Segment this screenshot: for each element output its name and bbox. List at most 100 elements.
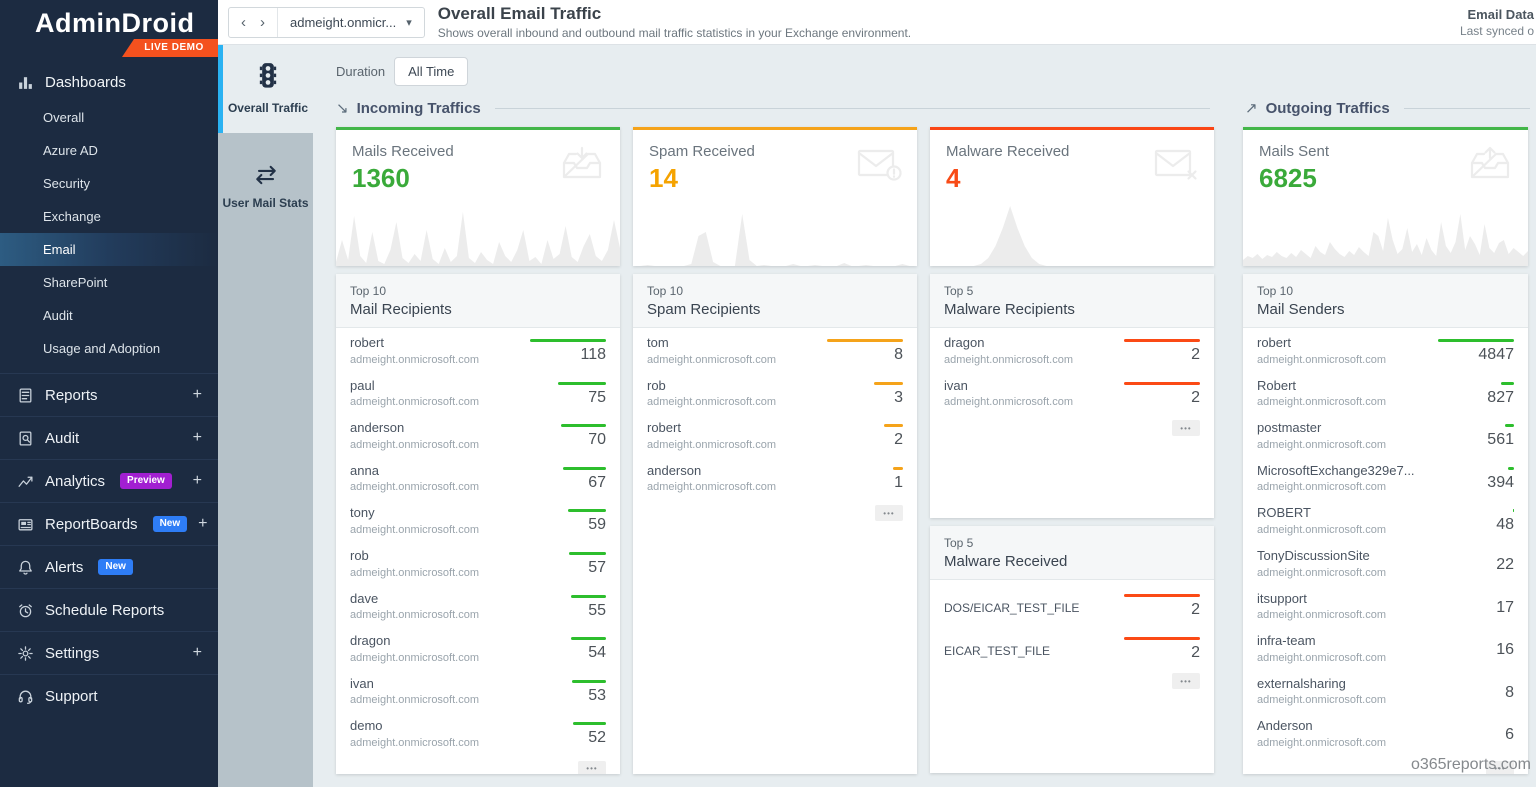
list-item[interactable]: postmaster admeight.onmicrosoft.com 561 [1243, 413, 1528, 456]
list-item-value: 53 [588, 686, 606, 704]
list-item[interactable]: itsupport admeight.onmicrosoft.com 17 [1243, 584, 1528, 627]
stat-card-mails-received[interactable]: Mails Received 1360 [336, 127, 620, 266]
list-item-name: demo [350, 718, 383, 734]
audit-icon [16, 429, 34, 447]
list-item[interactable]: ROBERT admeight.onmicrosoft.com 48 [1243, 498, 1528, 541]
sidebar-item-email[interactable]: Email [0, 233, 218, 266]
forward-button[interactable]: › [260, 13, 265, 31]
list-item[interactable]: externalsharing admeight.onmicrosoft.com… [1243, 669, 1528, 712]
list-item[interactable]: demo admeight.onmicrosoft.com 52 [336, 711, 620, 754]
expand-plus-icon: + [192, 472, 202, 489]
sidebar-item-audit[interactable]: Audit + [0, 416, 218, 459]
list-title: Malware Recipients [944, 301, 1075, 318]
outgoing-traffics-header: ↗ Outgoing Traffics [1245, 99, 1530, 117]
sidebar-item-azure-ad[interactable]: Azure AD [43, 143, 98, 158]
list-item[interactable]: dragon admeight.onmicrosoft.com 54 [336, 626, 620, 669]
list-item[interactable]: robert admeight.onmicrosoft.com 2 [633, 413, 917, 456]
more-button[interactable]: ••• [875, 505, 903, 522]
stat-card-malware-received[interactable]: Malware Received 4 [930, 127, 1214, 266]
list-item[interactable]: robert admeight.onmicrosoft.com 4847 [1243, 328, 1528, 371]
traffic-sparkline [1243, 214, 1528, 266]
sidebar-item-label: Settings [45, 644, 100, 662]
sidebar-item-analytics[interactable]: Analytics Preview + [0, 459, 218, 502]
list-item-domain: admeight.onmicrosoft.com [1257, 396, 1386, 409]
list-item[interactable]: dragon admeight.onmicrosoft.com 2 [930, 328, 1214, 371]
sidebar-item-schedule-reports[interactable]: Schedule Reports [0, 588, 218, 631]
stat-card-title: Mails Sent [1259, 143, 1330, 160]
tab-overall-traffic[interactable]: Overall Traffic [218, 45, 313, 133]
live-demo-badge: LIVE DEMO [122, 39, 218, 57]
list-item[interactable]: anderson admeight.onmicrosoft.com 1 [633, 456, 917, 499]
sidebar-item-reportboards[interactable]: ReportBoards New + [0, 502, 218, 545]
sidebar-item-alerts[interactable]: Alerts New [0, 545, 218, 588]
value-bar [1124, 637, 1200, 640]
swap-arrows-icon [252, 165, 280, 189]
list-item-domain: admeight.onmicrosoft.com [647, 353, 776, 366]
list-top-label: Top 5 [944, 284, 974, 298]
list-item[interactable]: Robert admeight.onmicrosoft.com 827 [1243, 371, 1528, 414]
list-item-value: 4847 [1478, 346, 1514, 363]
list-item[interactable]: anderson admeight.onmicrosoft.com 70 [336, 413, 620, 456]
list-item-name: infra-team [1257, 633, 1316, 649]
list-item-name: dragon [350, 633, 391, 649]
divider [494, 107, 1210, 109]
list-item[interactable]: MicrosoftExchange329e7... admeight.onmic… [1243, 456, 1528, 499]
list-item[interactable]: EICAR_TEST_FILE 2 [930, 623, 1214, 666]
duration-filter-button[interactable]: All Time [394, 57, 469, 86]
list-item-domain: admeight.onmicrosoft.com [944, 396, 1073, 409]
list-item[interactable]: rob admeight.onmicrosoft.com 57 [336, 541, 620, 584]
sidebar-item-reports[interactable]: Reports + [0, 373, 218, 416]
sidebar-item-security[interactable]: Security [43, 176, 90, 191]
list-item[interactable]: DOS/EICAR_TEST_FILE 2 [930, 580, 1214, 623]
sidebar-item-exchange[interactable]: Exchange [43, 209, 101, 224]
value-bar [884, 424, 903, 428]
list-item[interactable]: TonyDiscussionSite admeight.onmicrosoft.… [1243, 541, 1528, 584]
list-item-name: ivan [350, 675, 374, 691]
list-item[interactable]: tony admeight.onmicrosoft.com 59 [336, 498, 620, 541]
value-bar [568, 509, 606, 513]
main-area: ‹ › admeight.onmicr... ▾ Overall Email T… [218, 0, 1536, 787]
list-item-value: 1 [894, 473, 903, 491]
duration-label: Duration [336, 64, 386, 79]
more-button[interactable]: ••• [1172, 673, 1200, 689]
list-item-domain: admeight.onmicrosoft.com [350, 736, 479, 749]
workspace-picker[interactable]: ‹ › admeight.onmicr... ▾ [228, 6, 425, 38]
more-button[interactable]: ••• [1486, 760, 1514, 774]
list-item-domain: admeight.onmicrosoft.com [350, 523, 479, 536]
list-item[interactable]: dave admeight.onmicrosoft.com 55 [336, 584, 620, 627]
list-item-name: externalsharing [1257, 675, 1346, 691]
stat-card-mails-sent[interactable]: Mails Sent 6825 [1243, 127, 1528, 266]
sidebar-item-overall[interactable]: Overall [43, 110, 85, 125]
list-item-value: 6 [1505, 726, 1514, 744]
list-item-name: TonyDiscussionSite [1257, 547, 1370, 563]
list-item-domain: admeight.onmicrosoft.com [1257, 438, 1386, 451]
sidebar-item-settings[interactable]: Settings + [0, 631, 218, 674]
sidebar-item-sharepoint[interactable]: SharePoint [43, 275, 108, 290]
back-button[interactable]: ‹ [241, 13, 246, 31]
last-synced-text: Last synced o [1459, 23, 1534, 38]
list-item[interactable]: infra-team admeight.onmicrosoft.com 16 [1243, 626, 1528, 669]
expand-plus-icon: + [192, 644, 202, 661]
list-item[interactable]: paul admeight.onmicrosoft.com 75 [336, 371, 620, 414]
more-button[interactable]: ••• [1172, 420, 1200, 437]
list-item[interactable]: Anderson admeight.onmicrosoft.com 6 [1243, 711, 1528, 754]
list-item[interactable]: ivan admeight.onmicrosoft.com 2 [930, 371, 1214, 414]
tab-user-mail-stats[interactable]: User Mail Stats [218, 133, 313, 243]
list-item[interactable]: anna admeight.onmicrosoft.com 67 [336, 456, 620, 499]
more-button[interactable]: ••• [578, 760, 606, 774]
arrow-down-right-icon: ↘ [336, 100, 349, 117]
list-item-domain: admeight.onmicrosoft.com [1257, 481, 1386, 494]
list-item[interactable]: rob admeight.onmicrosoft.com 3 [633, 371, 917, 414]
list-item[interactable]: tom admeight.onmicrosoft.com 8 [633, 328, 917, 371]
list-item-domain: admeight.onmicrosoft.com [1257, 609, 1386, 622]
list-item[interactable]: robert admeight.onmicrosoft.com 118 [336, 328, 620, 371]
sidebar-item-audit[interactable]: Audit [43, 308, 73, 323]
sidebar-item-dashboards[interactable]: Dashboards [0, 57, 218, 101]
list-item[interactable]: ivan admeight.onmicrosoft.com 53 [336, 669, 620, 712]
sidebar-item-support[interactable]: Support [0, 674, 218, 717]
list-item-name: dave [350, 590, 379, 606]
list-title: Malware Received [944, 553, 1068, 570]
sidebar-item-usage-and-adoption[interactable]: Usage and Adoption [43, 341, 161, 356]
rail-tab-label: Overall Traffic [227, 101, 309, 115]
stat-card-spam-received[interactable]: Spam Received 14 [633, 127, 917, 266]
